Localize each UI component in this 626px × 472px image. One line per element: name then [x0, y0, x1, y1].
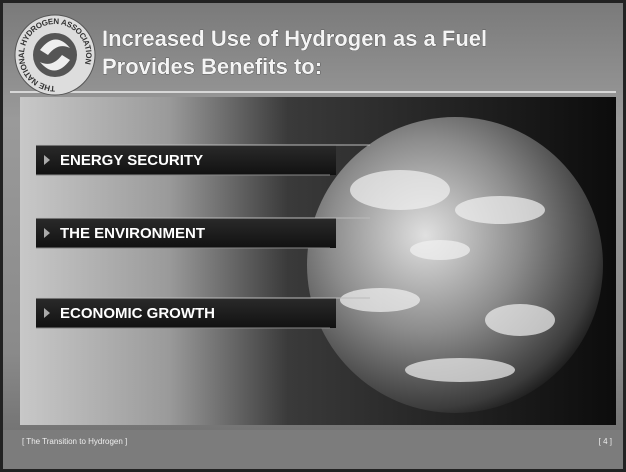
logo-swirl	[40, 39, 70, 71]
bullet-bar	[36, 218, 336, 248]
clouds	[340, 170, 555, 382]
bullet-text: ECONOMIC GROWTH	[60, 305, 215, 322]
footer-left: [ The Transition to Hydrogen ]	[22, 437, 127, 446]
title-line: Increased Use of Hydrogen as a Fuel	[102, 26, 487, 51]
bullet-bar	[36, 145, 336, 175]
title-line: Provides Benefits to:	[102, 54, 322, 79]
bullet-bar	[36, 298, 336, 328]
bullet-text: ENERGY SECURITY	[60, 152, 203, 169]
footer-right: [ 4 ]	[599, 437, 612, 446]
bullet-arrow	[44, 228, 50, 238]
bullet-text: THE ENVIRONMENT	[60, 225, 205, 242]
bullet-arrow	[44, 308, 50, 318]
footer-bar	[3, 430, 623, 469]
bullet-list: ENERGY SECURITY THE ENVIRONMENT ECONOMIC G…	[36, 144, 370, 329]
bullet-arrow	[44, 155, 50, 165]
